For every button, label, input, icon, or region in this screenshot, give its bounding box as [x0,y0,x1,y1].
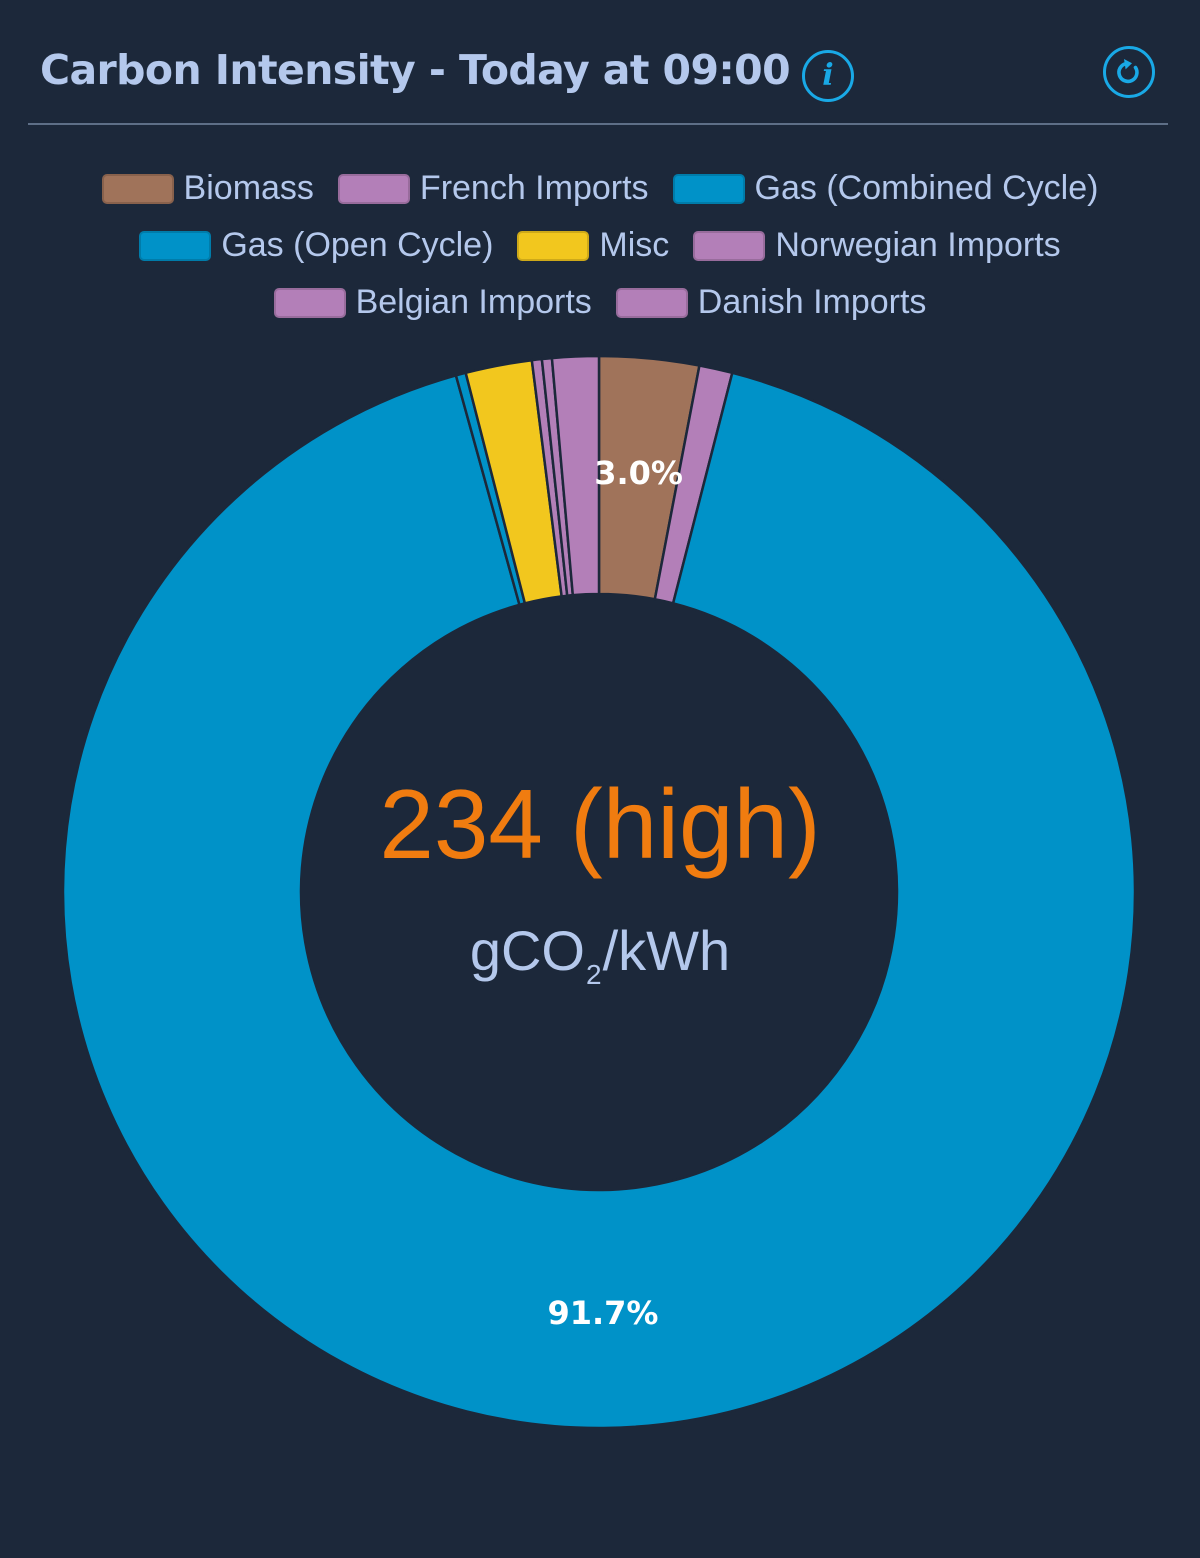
info-icon[interactable]: i [802,50,854,102]
legend-item-danish-imports[interactable]: Danish Imports [615,283,927,322]
legend-label: Gas (Open Cycle) [221,226,494,264]
legend-item-belgian-imports[interactable]: Belgian Imports [273,283,592,322]
carbon-intensity-unit: gCO2/kWh [0,918,1200,991]
slice-gas-combined-cycle[interactable] [61,371,1137,1430]
legend-row: Biomass French Imports Gas (Combined Cyc… [0,160,1200,217]
unit-rest: /kWh [602,919,731,982]
slice-danish-imports[interactable] [550,354,601,597]
legend-swatch [517,230,590,261]
legend-row: Gas (Open Cycle) Misc Norwegian Imports [0,217,1200,274]
legend-swatch [273,287,346,318]
legend-label: Gas (Combined Cycle) [754,169,1099,207]
legend-label: French Imports [419,169,649,207]
header: Carbon Intensity - Today at 09:00 i [0,0,1200,125]
page-title: Carbon Intensity - Today at 09:00 [40,46,791,94]
legend-item-norwegian-imports[interactable]: Norwegian Imports [693,226,1061,265]
legend-item-gas-open-cycle[interactable]: Gas (Open Cycle) [139,226,493,265]
legend-item-gas-combined-cycle[interactable]: Gas (Combined Cycle) [672,169,1099,208]
legend-item-misc[interactable]: Misc [517,226,669,265]
legend-row: Belgian Imports Danish Imports [0,274,1200,331]
refresh-icon[interactable] [1103,46,1155,98]
legend-item-biomass[interactable]: Biomass [101,169,314,208]
legend-swatch [139,230,212,261]
legend-item-french-imports[interactable]: French Imports [337,169,649,208]
legend-label: Biomass [183,169,314,207]
legend-label: Belgian Imports [355,283,592,321]
chart-legend: Biomass French Imports Gas (Combined Cyc… [0,160,1200,331]
legend-swatch [101,173,174,204]
unit-subscript: 2 [586,959,602,990]
refresh-arrow-icon [1117,59,1139,84]
legend-swatch [693,230,766,261]
legend-swatch [337,173,410,204]
donut-slice-labels: 3.0% 91.7% [547,454,683,1332]
unit-main: gCO [469,919,585,982]
header-divider [28,123,1168,125]
legend-label: Norwegian Imports [775,226,1061,264]
carbon-intensity-value: 234 (high) [379,769,821,879]
slice-label: 3.0% [594,454,683,492]
legend-label: Misc [599,226,670,264]
slice-label: 91.7% [547,1294,658,1332]
legend-swatch [615,287,688,318]
donut-slices [61,354,1137,1430]
legend-label: Danish Imports [697,283,927,321]
legend-swatch [672,173,745,204]
